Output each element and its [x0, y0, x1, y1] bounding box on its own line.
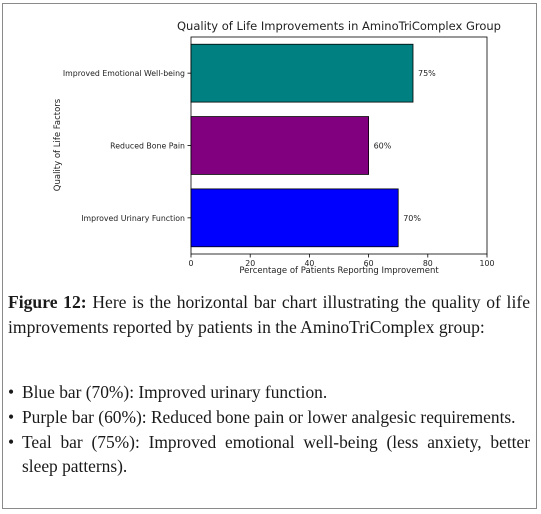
x-tick-label-0: 0	[189, 259, 194, 268]
y-tick-label-0: Improved Emotional Well-being	[63, 69, 185, 78]
x-tick-label-2: 40	[304, 259, 314, 268]
bar-value-label-1: 60%	[374, 142, 392, 151]
bar-value-label-0: 75%	[418, 69, 436, 78]
bar-chart: Quality of Life Improvements in AminoTri…	[53, 19, 501, 276]
bullet-list: Blue bar (70%): Improved urinary functio…	[8, 380, 530, 479]
bar-0	[190, 43, 414, 103]
chart-title: Quality of Life Improvements in AminoTri…	[177, 19, 501, 33]
x-tick-label-1: 20	[245, 259, 255, 268]
y-tick-label-1: Reduced Bone Pain	[110, 142, 185, 151]
figure-caption: Figure 12: Here is the horizontal bar ch…	[8, 290, 530, 340]
bullet-item-teal: Teal bar (75%): Improved emotional well-…	[8, 430, 530, 478]
bar-1	[190, 116, 370, 175]
x-tick-label-4: 80	[423, 259, 433, 268]
caption-text: Here is the horizontal bar chart illustr…	[8, 292, 530, 337]
bullet-item-purple: Purple bar (60%): Reduced bone pain or l…	[8, 405, 530, 429]
bar-value-label-2: 70%	[403, 214, 421, 223]
bullet-item-blue: Blue bar (70%): Improved urinary functio…	[8, 380, 530, 404]
x-tick-label-3: 60	[364, 259, 374, 268]
x-tick-label-5: 100	[480, 259, 495, 268]
bar-2	[190, 188, 399, 248]
x-axis-label: Percentage of Patients Reporting Improve…	[239, 266, 439, 276]
figure-label: Figure 12:	[8, 292, 87, 312]
y-tick-label-2: Improved Urinary Function	[81, 214, 185, 223]
y-axis-label: Quality of Life Factors	[53, 98, 63, 191]
